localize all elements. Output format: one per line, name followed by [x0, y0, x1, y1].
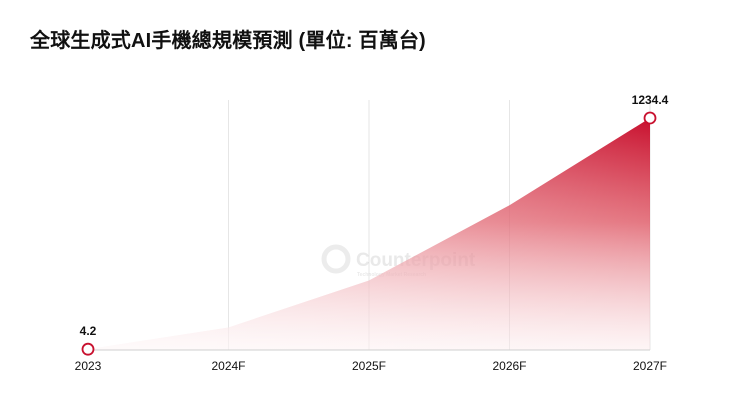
x-tick-label-2024f: 2024F: [211, 359, 245, 373]
x-tick-label-2026f: 2026F: [492, 359, 526, 373]
data-point-markers: 4.2 1234.4: [80, 93, 669, 356]
point-marker-2027f: [643, 111, 657, 125]
point-marker-2023: [81, 342, 95, 356]
x-tick-label-2023: 2023: [75, 359, 102, 373]
chart-title: 全球生成式AI手機總規模預測 (單位: 百萬台): [30, 30, 426, 52]
x-tick-label-2027f: 2027F: [633, 359, 667, 373]
data-label-2027f: 1234.4: [632, 93, 669, 107]
counterpoint-logo-icon: [321, 244, 351, 274]
x-tick-label-2025f: 2025F: [352, 359, 386, 373]
data-label-2023: 4.2: [80, 324, 97, 338]
x-axis-tick-labels: 2023 2024F 2025F 2026F 2027F: [75, 359, 667, 373]
area-series-highlight: [88, 118, 650, 350]
